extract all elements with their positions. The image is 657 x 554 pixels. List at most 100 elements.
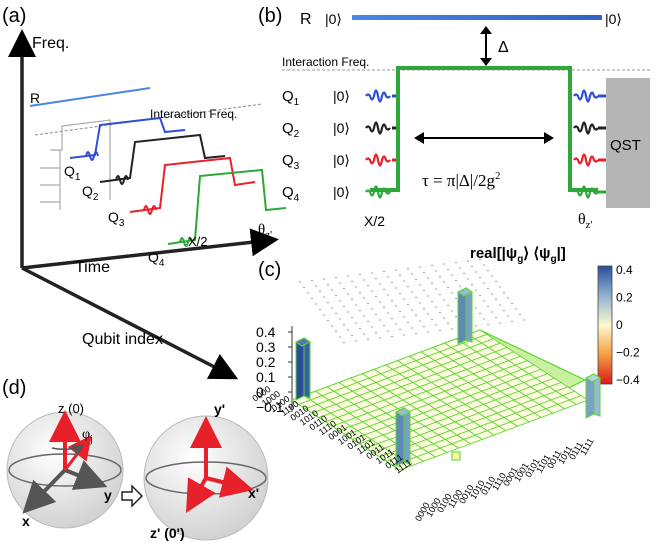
title-prefix: real[|ψ [470, 245, 517, 262]
z-tick-label: 0.2 [256, 354, 276, 370]
grid-dot [383, 306, 385, 309]
panel-a-theta-label: θz' [258, 222, 272, 241]
colorbar-tick-label: 0.2 [616, 291, 633, 305]
grid-dot [351, 334, 353, 337]
grid-dot [475, 271, 477, 273]
resonator-bar [352, 15, 602, 20]
grid-dot [459, 267, 461, 269]
grid-dot [523, 319, 525, 321]
q1-pulse [85, 151, 99, 161]
q3-trace [129, 156, 256, 213]
grid-dot [343, 323, 345, 326]
grid-dot [343, 305, 345, 308]
resonator-ket-left: |0⟩ [325, 11, 342, 27]
panel-b-theta: θ [578, 211, 586, 228]
panel-a-label: (a) [2, 5, 26, 27]
grid-dot [435, 288, 437, 290]
grid-dot [379, 301, 381, 303]
tau-exp: 2 [495, 170, 501, 182]
grid-dot [423, 271, 425, 274]
grid-dot [315, 303, 317, 305]
grid-dot [451, 328, 453, 330]
grid-dot [415, 296, 417, 299]
panel-a-x2-label: X/2 [188, 234, 208, 249]
grid-dot [371, 290, 373, 292]
q2-letter: Q [82, 183, 93, 199]
row-q: Q [282, 120, 294, 137]
row-q-sub: 4 [294, 193, 300, 204]
grid-dot [391, 281, 393, 284]
interaction-freq-line [34, 103, 263, 136]
panel-a-theta: θ [258, 222, 265, 238]
panel-b: (b) R |0⟩ |0⟩ Δ Interaction Freq. Q1 |0⟩Q… [258, 5, 650, 231]
panel-b-x2-label: X/2 [364, 213, 385, 229]
grid-dot [359, 309, 361, 312]
grid-dot [335, 276, 337, 279]
grid-dot [471, 265, 473, 268]
grid-dot [355, 322, 357, 324]
grid-dot [323, 314, 325, 316]
grid-dot [419, 302, 421, 304]
grid-dot [479, 258, 481, 261]
grid-dot [487, 305, 489, 308]
grid-dot [363, 315, 365, 317]
q1-sub: 1 [75, 172, 81, 183]
grid-dot [419, 284, 421, 286]
grid-dot [447, 304, 449, 307]
back-grid [299, 258, 525, 344]
grid-dot [343, 341, 345, 344]
grid-dot [495, 280, 497, 283]
q2-pulse [115, 175, 129, 185]
grid-dot [355, 304, 357, 306]
panel-d: (d) z (0) φj x y y' x' z' (0') [2, 377, 269, 541]
grid-dot [499, 286, 501, 288]
grid-dot [395, 269, 397, 271]
qst-box [606, 78, 650, 208]
bar-corner-right [585, 373, 601, 419]
grid-dot [367, 302, 369, 305]
grid-dot [335, 294, 337, 297]
grid-dot [335, 312, 337, 315]
grid-dot [351, 298, 353, 301]
grid-dot [411, 309, 413, 311]
row-pulse-left [365, 89, 391, 103]
left-x-label: x [22, 513, 30, 529]
grid-dot [483, 282, 485, 284]
q3-label: Q3 [108, 209, 125, 229]
grid-dot [379, 283, 381, 285]
q4-label: Q4 [148, 249, 165, 269]
grid-dot [443, 299, 445, 301]
colorbar-tick-label: 0 [616, 318, 623, 332]
grid-dot [375, 277, 377, 280]
grid-dot [339, 336, 341, 338]
grid-dot [431, 282, 433, 285]
freq-axis-label: Freq. [32, 35, 69, 52]
grid-dot [415, 332, 417, 335]
grid-dot [407, 321, 409, 324]
grid-dot [439, 275, 441, 278]
grid-dot [371, 326, 373, 328]
right-z-label: z' (0') [150, 525, 185, 541]
phi-rotation-arc [51, 444, 85, 456]
grid-dot [499, 304, 501, 306]
grid-dot [339, 300, 341, 302]
q3-sub: 3 [119, 218, 125, 229]
panel-a: (a) Freq. Time Qubit index R Interaction… [2, 5, 287, 380]
grid-dot [359, 327, 361, 330]
grid-dot [467, 260, 469, 262]
grid-dot [479, 276, 481, 279]
resonator-label-b: R [300, 11, 312, 28]
row-pulse-left [365, 153, 391, 167]
grid-dot [391, 335, 393, 338]
z-tick-label: 0.4 [256, 324, 276, 340]
panel-b-theta-label: θz' [578, 211, 593, 231]
title-sub1: g [517, 254, 523, 265]
bar-corner-front-left [295, 337, 311, 401]
grid-dot [299, 281, 301, 283]
grid-dot [319, 308, 321, 311]
colorbar [597, 265, 613, 385]
grid-dot [323, 296, 325, 298]
grid-dot [431, 264, 433, 267]
panel-b-label: (b) [258, 5, 282, 27]
